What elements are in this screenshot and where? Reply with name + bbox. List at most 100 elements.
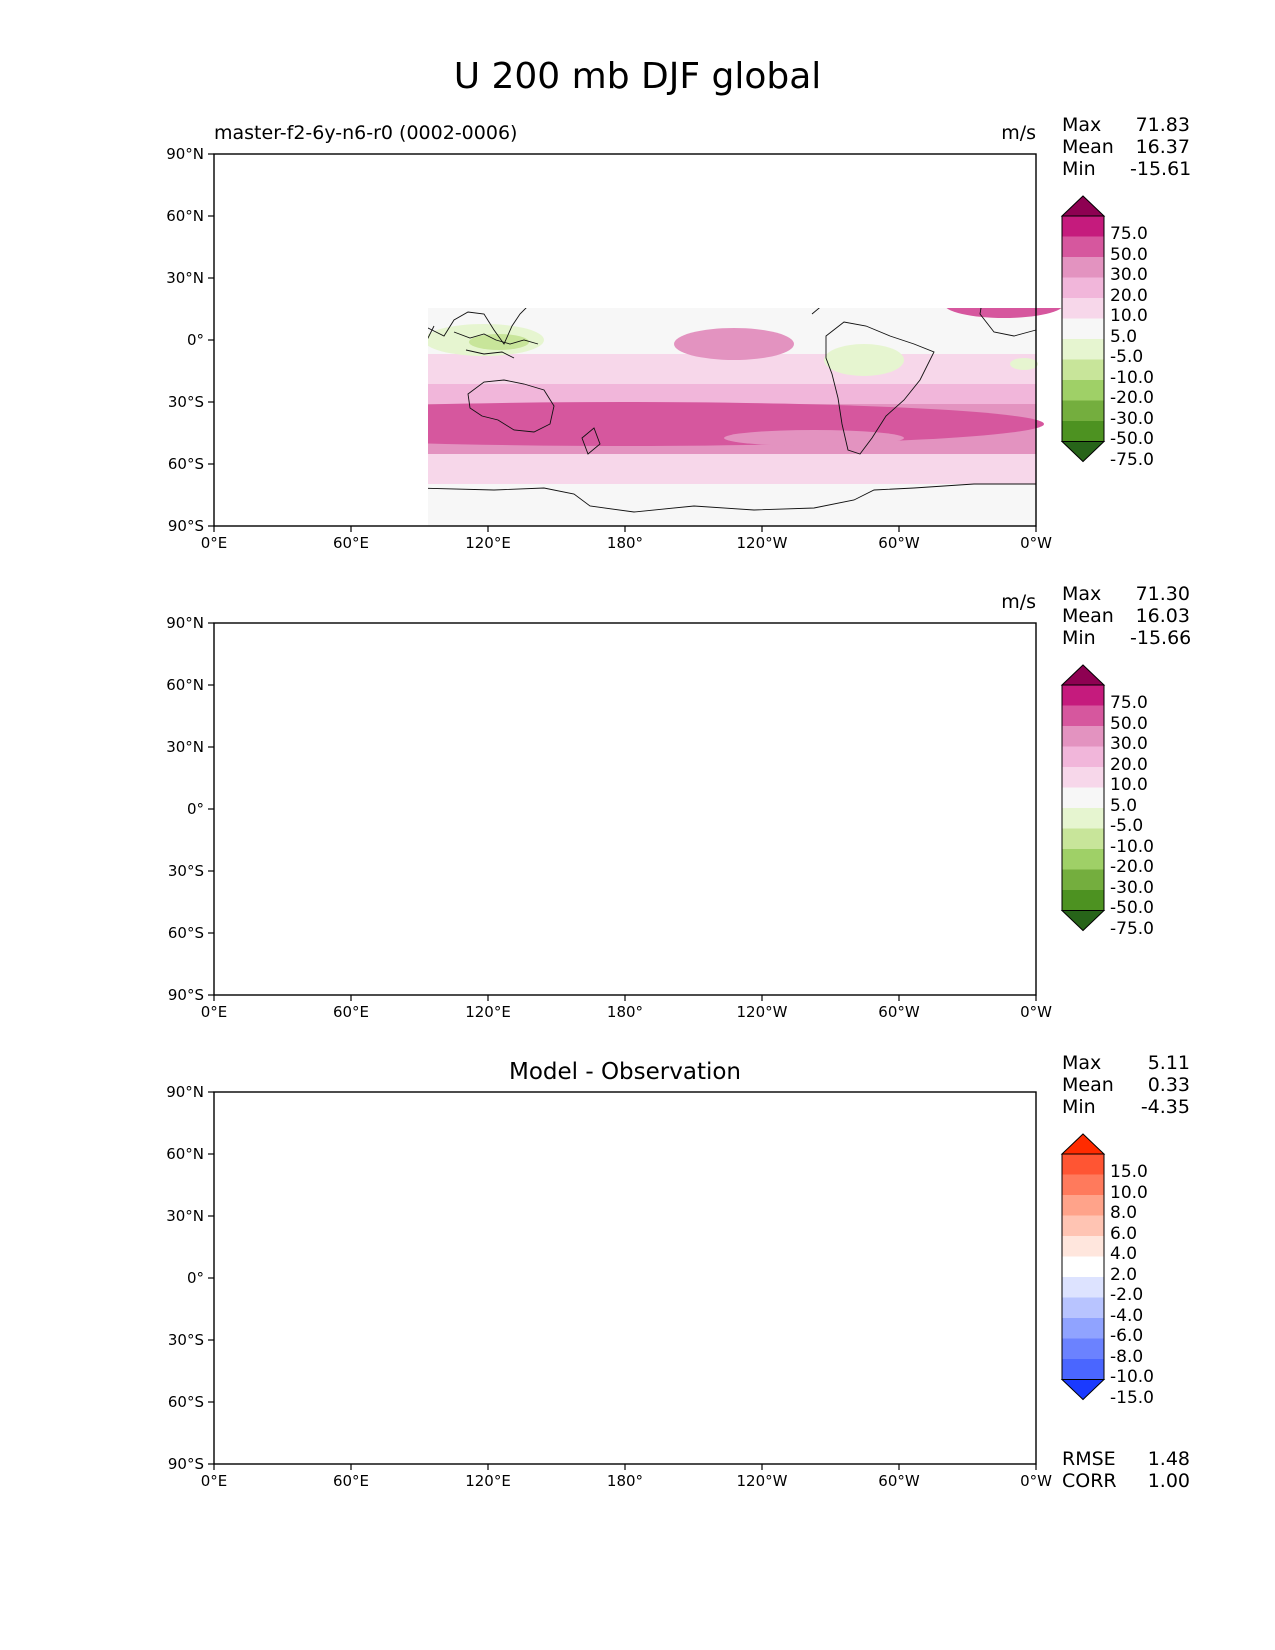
colorbar-label: -4.0	[1110, 1305, 1144, 1326]
stat-value-min: -15.61	[1130, 158, 1192, 180]
colorbar-segment	[1062, 1236, 1104, 1257]
stat-label-mean: Mean	[1062, 605, 1114, 627]
figure-title: U 200 mb DJF global	[453, 56, 822, 97]
colorbar-segment	[1062, 1256, 1104, 1277]
colorbar-label: -5.0	[1110, 347, 1144, 368]
lon-tick-label: 60°W	[878, 534, 920, 552]
colorbar-extend-max	[1060, 195, 1106, 217]
colorbar-label: 10.0	[1110, 1182, 1148, 1203]
colorbar-segment	[1062, 380, 1104, 401]
lat-tick-label: 60°N	[166, 676, 204, 694]
lon-tick-label: 180°	[607, 1003, 643, 1021]
map-frame-diff	[213, 1091, 1037, 1465]
lon-tick-label: 120°E	[465, 1472, 511, 1490]
lon-tick-label: 60°E	[333, 1472, 369, 1490]
stat-label-min: Min	[1062, 627, 1096, 649]
lon-tick-label: 0°W	[1020, 1003, 1052, 1021]
lat-tick-label: 30°N	[166, 738, 204, 756]
lon-tick-label: 120°E	[465, 534, 511, 552]
colorbar-label: 50.0	[1110, 244, 1148, 265]
colorbar-segment	[1062, 257, 1104, 278]
colorbar-label: 10.0	[1110, 775, 1148, 796]
colorbar-extend-max	[1060, 1133, 1106, 1155]
map-field-test	[428, 308, 1062, 526]
colorbar-segment	[1062, 339, 1104, 360]
colorbar-segment	[1062, 685, 1104, 706]
lon-tick-label: 60°W	[878, 1003, 920, 1021]
colorbar-segment	[1062, 869, 1104, 890]
lat-tick-label: 30°S	[168, 393, 204, 411]
colorbar-segment	[1062, 1297, 1104, 1318]
lon-tick-label: 0°E	[201, 534, 228, 552]
colorbar-label: -30.0	[1110, 408, 1154, 429]
coastlines-reference	[214, 637, 1036, 981]
colorbar-segment	[1062, 421, 1104, 442]
lat-tick-label: 0°	[187, 331, 204, 349]
colorbar-label: -6.0	[1110, 1326, 1144, 1347]
colorbar-segment	[1062, 787, 1104, 808]
stat-value-mean: 0.33	[1147, 1074, 1190, 1096]
stat-label-min: Min	[1062, 158, 1096, 180]
stat-label-max: Max	[1062, 114, 1102, 136]
colorbar-label: 10.0	[1110, 306, 1148, 327]
center-title-diff: Model - Observation	[508, 1059, 742, 1085]
colorbar-label: -10.0	[1110, 836, 1154, 857]
lon-tick-label: 120°W	[737, 1472, 788, 1490]
lat-tick-label: 90°S	[168, 517, 204, 535]
colorbar-label: -75.0	[1110, 918, 1154, 939]
colorbar-segment	[1062, 359, 1104, 380]
colorbar-label: -30.0	[1110, 877, 1154, 898]
footer-label-corr: CORR	[1062, 1470, 1117, 1492]
colorbar-segment	[1062, 1318, 1104, 1339]
lat-tick-label: 60°N	[166, 207, 204, 225]
lon-tick-label: 0°W	[1020, 1472, 1052, 1490]
lat-tick-label: 90°S	[168, 986, 204, 1004]
stat-value-mean: 16.37	[1135, 136, 1190, 158]
colorbar-label: 20.0	[1110, 754, 1148, 775]
colorbar-segment	[1062, 828, 1104, 849]
lon-tick-label: 180°	[607, 534, 643, 552]
lon-tick-label: 0°W	[1020, 534, 1052, 552]
lon-tick-label: 60°W	[878, 1472, 920, 1490]
colorbar-segment	[1062, 1359, 1104, 1380]
colorbar-segment	[1062, 236, 1104, 257]
colorbar-label: 6.0	[1110, 1223, 1138, 1244]
colorbar-label: 20.0	[1110, 285, 1148, 306]
colorbar-segment	[1062, 746, 1104, 767]
colorbar-segment	[1062, 1215, 1104, 1236]
colorbar-label: 15.0	[1110, 1162, 1148, 1183]
colorbar-segment	[1062, 1338, 1104, 1359]
colorbar-segment	[1062, 849, 1104, 870]
lon-tick-label: 60°E	[333, 534, 369, 552]
lat-tick-label: 30°N	[166, 1207, 204, 1225]
colorbar-label: 30.0	[1110, 265, 1148, 286]
colorbar-segment	[1062, 1174, 1104, 1195]
lon-tick-label: 180°	[607, 1472, 643, 1490]
colorbar-label: 75.0	[1110, 224, 1148, 245]
colorbar-label: 2.0	[1110, 1264, 1138, 1285]
colorbar-segment	[1062, 767, 1104, 788]
colorbar-label: -75.0	[1110, 449, 1154, 470]
lat-tick-label: 0°	[187, 1269, 204, 1287]
units-reference: m/s	[1001, 591, 1036, 613]
colorbar-label: -15.0	[1110, 1387, 1154, 1408]
footer-value-corr: 1.00	[1147, 1470, 1190, 1492]
lat-tick-label: 30°S	[168, 862, 204, 880]
stat-label-max: Max	[1062, 583, 1102, 605]
colorbar-label: 5.0	[1110, 795, 1138, 816]
colorbar-label: 4.0	[1110, 1244, 1138, 1265]
colorbar-label: -10.0	[1110, 1367, 1154, 1388]
colorbar-segment	[1062, 808, 1104, 829]
lat-tick-label: 90°S	[168, 1455, 204, 1473]
colorbar-segment	[1062, 298, 1104, 319]
map-field-diff	[204, 1092, 1054, 1464]
lat-tick-label: 90°N	[166, 145, 204, 163]
lat-tick-label: 60°S	[168, 924, 204, 942]
lat-tick-label: 90°N	[166, 614, 204, 632]
colorbar-segment	[1062, 277, 1104, 298]
colorbar-extend-min	[1060, 1379, 1106, 1401]
lat-tick-label: 30°N	[166, 269, 204, 287]
lat-tick-label: 30°S	[168, 1331, 204, 1349]
stat-label-mean: Mean	[1062, 1074, 1114, 1096]
